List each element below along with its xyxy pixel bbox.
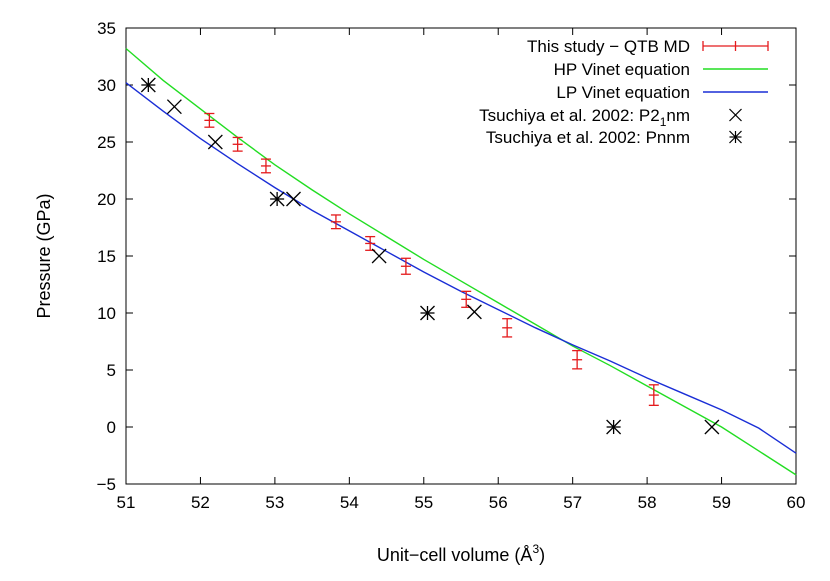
legend-key-qtb: [702, 41, 769, 51]
x-tick-label-2: 53: [265, 493, 284, 512]
plot-frame: [125, 27, 797, 485]
qtb-point-0: [204, 112, 215, 128]
legend-label-tsuchiya-p21nm: Tsuchiya et al. 2002: P21nm: [479, 106, 690, 129]
legend: This study − QTB MD HP Vinet equation LP…: [479, 37, 769, 147]
series-line-2: [125, 82, 797, 454]
tsuchiya-pnnm-point-1: [269, 191, 285, 207]
qtb-point-7: [502, 318, 513, 338]
y-tick-label-5: 20: [97, 190, 116, 209]
legend-label-lp: LP Vinet equation: [556, 83, 690, 102]
y-tick-label-8: 35: [97, 19, 116, 38]
y-tick-label-1: 0: [107, 418, 116, 437]
tsuchiya-p21nm-point-0-stroke-b: [166, 99, 182, 115]
series-line-1: [125, 47, 797, 476]
legend-x-stroke-b: [729, 108, 742, 122]
x-tick-label-3: 54: [340, 493, 359, 512]
y-tick-label-3: 10: [97, 304, 116, 323]
x-tick-label-5: 56: [489, 493, 508, 512]
y-tick-label-2: 5: [107, 361, 116, 380]
tsuchiya-p21nm-point-4-stroke-b: [466, 304, 482, 320]
tsuchiya-p21nm-point-2-stroke-b: [286, 191, 301, 207]
x-tick-label-6: 57: [563, 493, 582, 512]
qtb-point-5: [400, 257, 411, 275]
x-tick-label-9: 60: [787, 493, 806, 512]
tsuchiya-p21nm-point-1-stroke-b: [207, 134, 223, 150]
tsuchiya-p21nm-point-4: [466, 304, 482, 320]
x-tick-label-8: 59: [712, 493, 731, 512]
y-axis-label: Pressure (GPa): [34, 193, 54, 318]
tsuchiya-p21nm-point-3-stroke-b: [371, 248, 387, 264]
x-tick-label-1: 52: [191, 493, 210, 512]
y-tick-label-7: 30: [97, 76, 116, 95]
legend-label-qtb: This study − QTB MD: [527, 37, 690, 56]
tsuchiya-p21nm-point-0: [166, 99, 182, 115]
qtb-point-2: [260, 158, 271, 174]
qtb-point-4: [365, 235, 376, 251]
tsuchiya-p21nm-point-5-stroke-b: [704, 419, 720, 435]
qtb-point-1: [232, 136, 243, 152]
series-layer: [125, 47, 797, 476]
tsuchiya-p21nm-point-1: [207, 134, 223, 150]
tsuchiya-p21nm-point-2: [286, 191, 301, 207]
x-tick-label-7: 58: [638, 493, 657, 512]
y-tick-label-6: 25: [97, 133, 116, 152]
qtb-point-9: [648, 384, 659, 406]
y-tick-label-0: −5: [97, 475, 116, 494]
qtb-point-3: [330, 214, 341, 230]
y-tick-label-4: 15: [97, 247, 116, 266]
qtb-point-6: [461, 290, 472, 308]
legend-label-hp: HP Vinet equation: [554, 60, 690, 79]
qtb-point-8: [572, 349, 583, 370]
tsuchiya-pnnm-point-3: [606, 419, 622, 435]
tsuchiya-pnnm-point-0: [140, 77, 156, 93]
x-axis-label: Unit−cell volume (Å3): [377, 542, 545, 565]
legend-key-tsuchiya-p21nm: [729, 108, 742, 122]
x-tick-label-0: 51: [117, 493, 136, 512]
tsuchiya-pnnm-point-2: [420, 305, 435, 321]
legend-label-tsuchiya-pnnm: Tsuchiya et al. 2002: Pnnm: [486, 128, 690, 147]
tsuchiya-p21nm-point-5: [704, 419, 720, 435]
ticks: 51 52 53 54 55 56 57 58 59 60 −5 0 5 10 15 20 25 30 35: [97, 19, 806, 512]
tsuchiya-p21nm-point-3: [371, 248, 387, 264]
x-tick-label-4: 55: [414, 493, 433, 512]
legend-key-tsuchiya-pnnm: [729, 130, 742, 144]
